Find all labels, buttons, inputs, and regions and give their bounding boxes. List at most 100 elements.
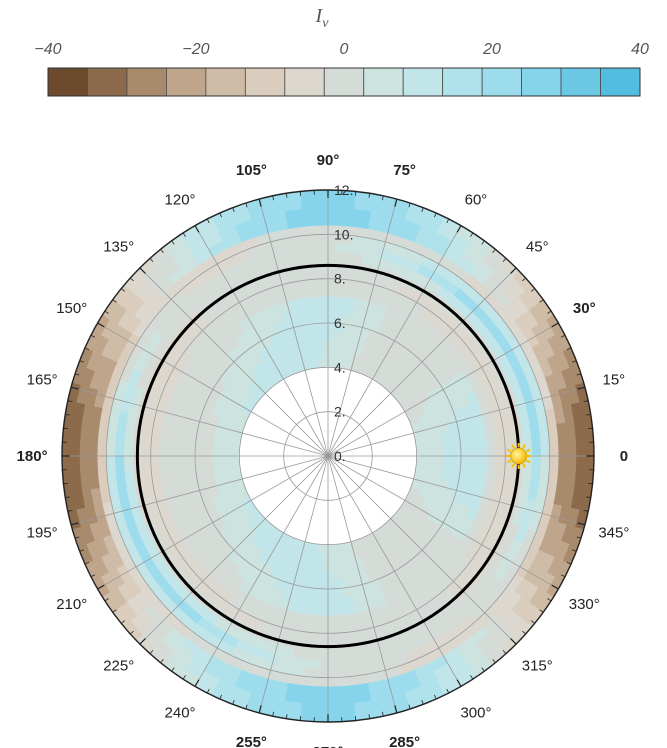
field-cell (392, 244, 412, 259)
field-cell (203, 632, 223, 649)
angular-tick-mark (572, 549, 577, 552)
field-cell (355, 565, 368, 577)
field-cell (198, 639, 219, 657)
field-cell (434, 447, 444, 456)
field-cell (244, 357, 257, 371)
field-cell (449, 500, 462, 514)
field-cell (428, 239, 448, 257)
field-cell (518, 600, 538, 622)
field-cell (111, 531, 126, 552)
angular-grid-line (327, 455, 398, 714)
angular-tick-mark (551, 322, 559, 328)
field-cell (194, 446, 205, 457)
field-cell (345, 621, 360, 633)
field-cell (137, 609, 157, 630)
field-cell (408, 415, 421, 426)
field-cell (446, 578, 463, 595)
field-cell (93, 354, 110, 376)
field-cell (97, 471, 109, 490)
field-cell (351, 208, 372, 221)
field-cell (435, 223, 457, 241)
field-cell (273, 559, 286, 572)
field-cell (270, 679, 290, 693)
angular-tick-mark (572, 360, 577, 363)
field-cell (106, 425, 118, 443)
field-cell (88, 456, 99, 474)
field-cell (469, 400, 482, 415)
field-cell (248, 586, 263, 601)
angular-tick-mark (149, 650, 154, 654)
field-cell (288, 335, 301, 347)
field-cell (416, 315, 432, 331)
field-cell (133, 538, 149, 558)
field-cell (143, 480, 155, 496)
field-cell (308, 632, 323, 643)
field-cell (231, 468, 242, 477)
colorbar-title: Iv (315, 5, 330, 31)
field-cell (292, 315, 305, 328)
field-cell (423, 469, 434, 479)
field-cell (244, 503, 257, 514)
radial-tick-label: 2. (334, 404, 346, 420)
field-cell (536, 516, 551, 535)
field-cell (360, 254, 378, 267)
field-cell (281, 272, 298, 285)
field-cell (544, 485, 557, 504)
field-cell (270, 228, 290, 242)
field-cell (553, 520, 568, 542)
field-cell (265, 696, 287, 710)
field-cell (490, 312, 508, 331)
field-cell (190, 294, 208, 312)
field-cell (243, 244, 263, 260)
colorbar-swatch (47, 67, 88, 97)
field-cell (388, 691, 409, 706)
field-cell (286, 226, 305, 238)
field-cell (297, 567, 309, 579)
angular-tick-mark (421, 700, 424, 705)
angular-grid-line (139, 455, 329, 645)
angular-tick-mark (79, 549, 84, 552)
field-cell (386, 205, 408, 220)
field-cell (187, 240, 209, 259)
field-cell (521, 364, 537, 384)
field-cell (523, 545, 540, 565)
field-cell (332, 304, 344, 315)
field-cell (300, 711, 321, 722)
field-cell (368, 210, 389, 224)
field-cell (354, 289, 369, 302)
field-cell (347, 252, 364, 264)
field-cell (515, 495, 529, 513)
field-cell (347, 333, 359, 345)
field-cell (207, 271, 226, 288)
field-cell (181, 517, 196, 532)
field-cell (247, 206, 268, 221)
field-cell (357, 619, 372, 632)
field-cell (395, 236, 415, 251)
field-cell (436, 308, 453, 325)
field-cell (414, 662, 435, 679)
field-cell (510, 295, 530, 316)
field-cell (300, 559, 311, 571)
field-cell (273, 529, 285, 542)
field-cell (144, 604, 163, 624)
field-cell (377, 525, 389, 538)
field-cell (390, 252, 408, 267)
field-cell (427, 595, 444, 611)
field-cell (303, 234, 321, 245)
angular-grid-line (97, 455, 329, 590)
field-cell (371, 312, 385, 325)
field-cell (461, 643, 483, 663)
field-cell (185, 456, 196, 467)
field-cell (115, 426, 127, 443)
field-cell (209, 209, 232, 226)
field-cell (86, 540, 102, 562)
field-cell (167, 290, 186, 309)
field-cell (536, 484, 549, 503)
field-cell (470, 603, 489, 622)
field-cell (92, 576, 111, 599)
field-cell (339, 560, 349, 572)
field-cell (288, 235, 306, 247)
field-cell (340, 323, 352, 334)
field-cell (110, 362, 126, 382)
field-cell (212, 648, 232, 665)
